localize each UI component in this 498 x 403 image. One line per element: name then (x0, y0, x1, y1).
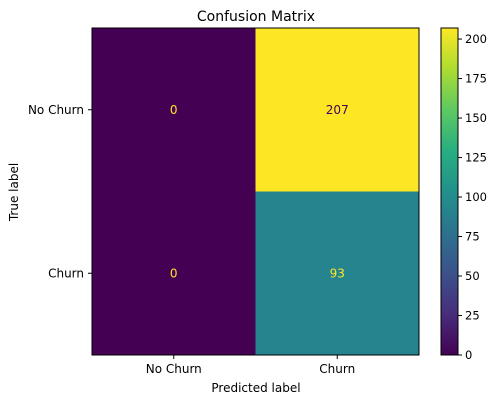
x-axis-label: Predicted label (211, 381, 300, 395)
plot-frame (91, 27, 420, 356)
colorbar-tick-label: 150 (465, 111, 487, 125)
matrix-cell (255, 191, 419, 355)
matrix-cell (92, 28, 256, 192)
y-tick-label: No Churn (28, 103, 84, 117)
x-tick-label: Churn (319, 362, 355, 376)
y-axis-ticks: No Churn Churn (28, 103, 92, 280)
colorbar-tick-label: 50 (465, 269, 480, 283)
colorbar-tick-label: 200 (465, 32, 487, 46)
matrix-cell (255, 28, 419, 192)
matrix-cell-labels: 0 207 0 93 (170, 103, 349, 281)
colorbar-tick-label: 100 (465, 190, 487, 204)
x-axis-ticks: No Churn Churn (146, 355, 355, 376)
cell-value-label: 0 (170, 266, 178, 280)
y-axis-label: True label (7, 163, 21, 222)
y-tick-label: Churn (48, 266, 84, 280)
chart-title: Confusion Matrix (197, 9, 315, 25)
cell-value-label: 0 (170, 103, 178, 117)
cell-value-label: 93 (330, 266, 345, 280)
colorbar-ticks: 0 25 50 75 100 125 150 175 200 (458, 32, 487, 362)
matrix-cells (92, 28, 419, 355)
colorbar-tick-label: 25 (465, 309, 480, 323)
x-tick-label: No Churn (146, 362, 202, 376)
colorbar-tick-label: 175 (465, 72, 487, 86)
colorbar-tick-label: 75 (465, 230, 480, 244)
colorbar-tick-label: 125 (465, 151, 487, 165)
matrix-cell (92, 191, 256, 355)
colorbar-tick-label: 0 (465, 348, 472, 362)
cell-value-label: 207 (326, 103, 349, 117)
colorbar (440, 27, 459, 356)
